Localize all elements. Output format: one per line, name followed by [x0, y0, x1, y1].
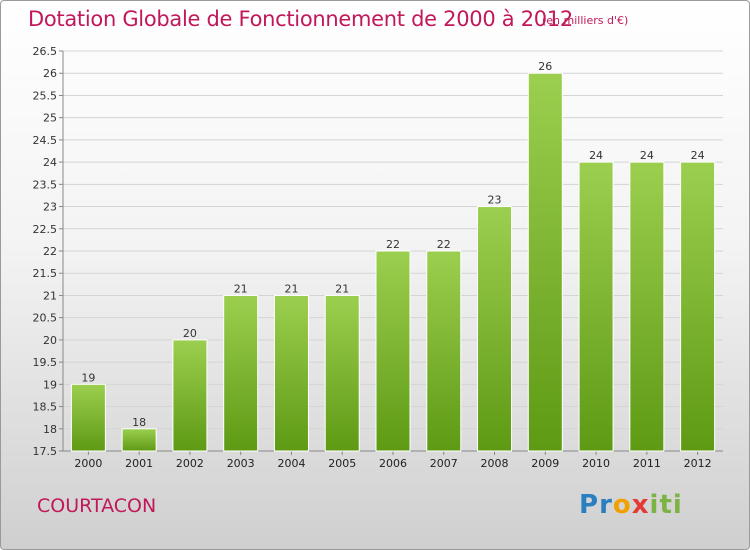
data-label: 24	[589, 149, 603, 162]
data-label: 20	[183, 327, 197, 340]
data-label: 21	[284, 282, 298, 295]
data-label: 22	[386, 238, 400, 251]
x-tick-label: 2000	[74, 457, 102, 470]
y-tick-label: 22	[43, 245, 57, 258]
chart-title: Dotation Globale de Fonctionnement de 20…	[28, 7, 573, 31]
y-tick-label: 18	[43, 423, 57, 436]
x-tick-label: 2003	[227, 457, 255, 470]
logo-letter: x	[631, 490, 650, 520]
bar-2009	[527, 72, 563, 452]
bar-2003	[223, 294, 259, 452]
logo-letter: t	[659, 490, 673, 520]
data-label: 21	[335, 282, 349, 295]
x-tick-label: 2010	[582, 457, 610, 470]
y-tick-label: 23	[43, 201, 57, 214]
y-tick-label: 22.5	[33, 223, 58, 236]
bar-2004	[273, 294, 309, 452]
y-tick-label: 21	[43, 289, 57, 302]
bar-2008	[477, 206, 513, 452]
x-tick-label: 2002	[176, 457, 204, 470]
data-label: 24	[640, 149, 654, 162]
x-tick-label: 2011	[633, 457, 661, 470]
y-tick-label: 26.5	[33, 45, 58, 58]
x-tick-label: 2012	[684, 457, 712, 470]
bar-2007	[426, 250, 462, 452]
x-tick-label: 2009	[531, 457, 559, 470]
y-tick-label: 25.5	[33, 89, 58, 102]
bar-2000	[70, 383, 106, 452]
logo-letter: i	[649, 490, 660, 520]
y-tick-label: 19	[43, 378, 57, 391]
axes: 17.5 18 18.5 19 19.5 20 20.5 21 21.5 22 22.5 23 23.5…	[33, 45, 723, 458]
y-tick-label: 26	[43, 67, 57, 80]
bar-2001	[121, 428, 157, 452]
data-label: 26	[538, 60, 552, 73]
data-label: 18	[132, 416, 146, 429]
data-label: 21	[234, 282, 248, 295]
y-tick-label: 25	[43, 112, 57, 125]
logo-letter: P	[579, 490, 600, 520]
data-label: 24	[691, 149, 705, 162]
y-tick-label: 23.5	[33, 178, 58, 191]
y-tick-label: 17.5	[33, 445, 58, 458]
x-tick-label: 2001	[125, 457, 153, 470]
y-tick-label: 21.5	[33, 267, 58, 280]
bar-2010	[578, 161, 614, 452]
x-tick-label: 2008	[481, 457, 509, 470]
bar-2011	[629, 161, 665, 452]
logo-letter: o	[612, 490, 632, 520]
logo-letter: i	[672, 490, 683, 520]
y-tick-label: 20	[43, 334, 57, 347]
bar-2005	[324, 294, 360, 452]
labels: 2000 19 2001 18 2002 20 2003 21 2004 21 2005 21 2006…	[74, 60, 711, 470]
chart-unit-note: (en milliers d'€)	[542, 14, 629, 27]
commune-name: COURTACON	[37, 495, 157, 517]
data-label: 23	[488, 194, 502, 207]
x-tick-label: 2007	[430, 457, 458, 470]
y-tick-label: 19.5	[33, 356, 58, 369]
x-tick-label: 2004	[277, 457, 305, 470]
x-tick-label: 2006	[379, 457, 407, 470]
bar-2006	[375, 250, 411, 452]
y-tick-label: 24.5	[33, 134, 58, 147]
y-tick-label: 24	[43, 156, 57, 169]
y-tick-label: 18.5	[33, 401, 58, 414]
x-tick-label: 2005	[328, 457, 356, 470]
logo-letter: r	[599, 490, 613, 520]
bars	[70, 72, 716, 452]
data-label: 22	[437, 238, 451, 251]
y-tick-label: 20.5	[33, 312, 58, 325]
bar-2002	[172, 339, 208, 452]
bar-2012	[680, 161, 716, 452]
data-label: 19	[81, 371, 95, 384]
proxiti-logo: Proxiti	[579, 490, 683, 520]
